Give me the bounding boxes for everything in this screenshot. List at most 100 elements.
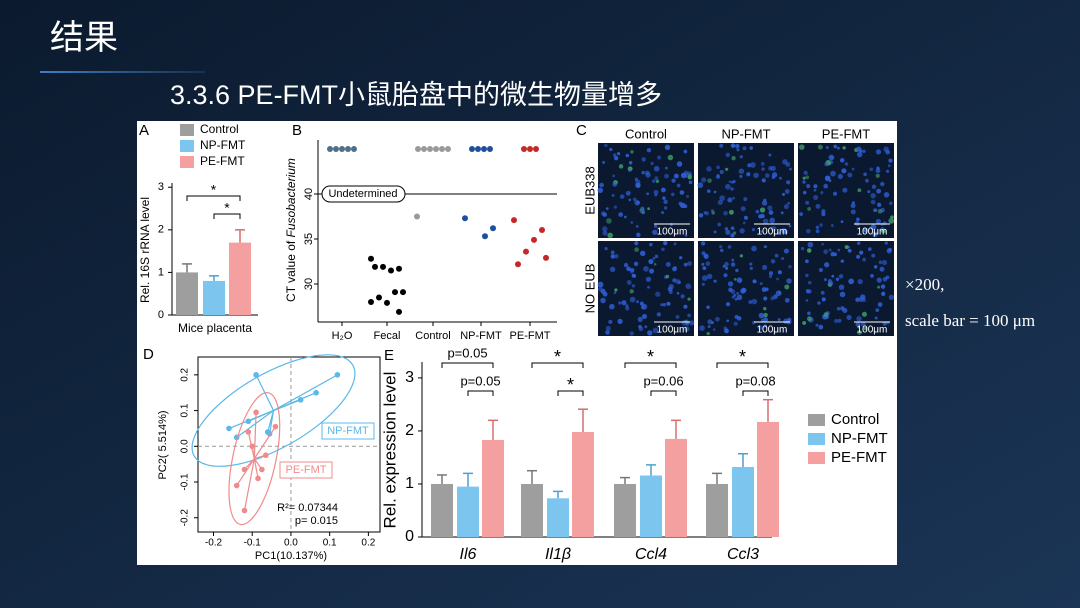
nucleus [597, 281, 604, 288]
significance-bracket [441, 362, 494, 368]
nucleus [787, 201, 791, 205]
nucleus [763, 307, 767, 311]
nucleus [711, 321, 714, 325]
nucleus [807, 311, 811, 316]
nucleus [668, 290, 673, 294]
nucleus [758, 312, 765, 319]
spoke [248, 410, 274, 422]
nucleus [639, 250, 646, 257]
nucleus [723, 326, 728, 331]
nucleus [769, 217, 776, 224]
nucleus [835, 277, 840, 281]
nucleus [605, 207, 609, 210]
nucleus [687, 171, 692, 175]
nucleus [720, 248, 724, 253]
significance-bracket [557, 390, 584, 396]
nucleus [702, 266, 707, 271]
nucleus [761, 178, 766, 183]
nucleus [680, 294, 685, 299]
nucleus [875, 173, 880, 178]
nucleus [870, 224, 877, 231]
nucleus [609, 266, 616, 273]
nucleus [875, 308, 880, 312]
nucleus [701, 241, 706, 246]
nucleus [619, 194, 625, 199]
nucleus [641, 210, 645, 215]
bar [614, 483, 636, 537]
nucleus [838, 284, 845, 291]
nucleus [626, 266, 631, 272]
y-tick-label: 0 [405, 528, 414, 545]
significance-label: * [647, 347, 654, 367]
nucleus [604, 143, 608, 148]
nucleus [707, 325, 711, 328]
point [253, 409, 259, 416]
nucleus [739, 254, 743, 258]
nucleus [631, 273, 636, 278]
nucleus [751, 298, 758, 305]
spoke [253, 426, 276, 459]
nucleus [705, 261, 711, 266]
nucleus [653, 189, 659, 195]
nucleus [820, 290, 825, 295]
nucleus [844, 245, 849, 249]
x-tick-label: 0.2 [361, 538, 375, 549]
point [511, 217, 517, 224]
nucleus [654, 254, 659, 259]
nucleus [679, 256, 683, 260]
nucleus [706, 305, 710, 309]
nucleus [731, 258, 735, 262]
annotation: p= 0.015 [295, 515, 338, 527]
point [245, 418, 252, 425]
nucleus [600, 211, 606, 217]
nucleus [630, 267, 635, 273]
nucleus [629, 331, 634, 336]
point [396, 265, 402, 272]
nucleus [806, 316, 812, 322]
nucleus [683, 262, 688, 267]
nucleus [725, 266, 729, 270]
nucleus [850, 209, 856, 215]
point [376, 294, 382, 301]
nucleus [618, 301, 622, 305]
nucleus [666, 301, 671, 306]
y-tick-label: 1 [405, 475, 414, 492]
nucleus [755, 209, 760, 214]
nucleus [770, 259, 776, 264]
point [245, 429, 252, 435]
nucleus [802, 176, 806, 180]
nucleus [763, 312, 768, 318]
nucleus [768, 274, 773, 279]
nucleus [842, 187, 848, 193]
nucleus [728, 209, 734, 215]
nucleus [687, 313, 691, 318]
nucleus [873, 265, 878, 269]
significance-bracket [531, 362, 584, 368]
y-tick-label: -0.1 [180, 473, 191, 491]
significance-label: p=0.05 [447, 345, 487, 360]
nucleus [641, 303, 648, 310]
y-tick-label: 30 [303, 278, 315, 290]
point [427, 146, 433, 152]
nucleus [676, 183, 681, 188]
point [226, 425, 232, 432]
nucleus [751, 245, 757, 252]
nucleus [839, 291, 846, 298]
nucleus [687, 261, 692, 267]
nucleus [863, 172, 867, 177]
x-tick-label: -0.1 [244, 538, 262, 549]
nucleus [645, 170, 650, 176]
nucleus [649, 242, 653, 247]
nucleus [613, 156, 619, 161]
point [481, 146, 487, 152]
nucleus [684, 233, 688, 237]
point [475, 146, 481, 152]
nucleus [815, 323, 819, 327]
nucleus [701, 282, 705, 286]
nucleus [638, 326, 644, 332]
nucleus [738, 168, 745, 174]
error-bar [671, 419, 681, 439]
nucleus [802, 180, 806, 184]
nucleus [888, 294, 895, 300]
x-tick-label: -0.2 [205, 538, 223, 549]
